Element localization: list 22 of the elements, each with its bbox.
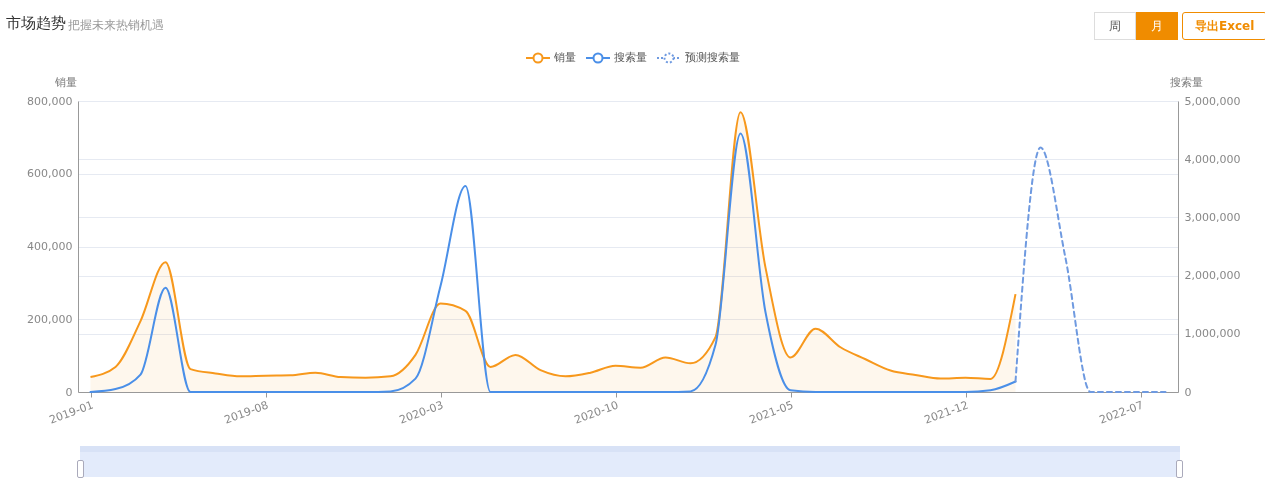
y-tick-label: 800,000: [27, 94, 73, 108]
legend-label: 搜索量: [613, 50, 647, 65]
chart-title: 市场趋势: [6, 14, 66, 33]
text: 周: [1094, 12, 1136, 40]
y2-tick-label: 5,000,000: [1184, 94, 1241, 108]
text: 导出Excel: [1182, 12, 1265, 40]
legend-label: 预测搜索量: [684, 50, 740, 65]
y2-tick-label: 0: [1184, 385, 1192, 399]
y-tick-label: 200,000: [27, 312, 73, 326]
line-series: [1014, 146, 1167, 393]
y-tick-label: 400,000: [27, 240, 73, 253]
text: 月: [1136, 12, 1178, 40]
y2-tick-label: 3,000,000: [1184, 210, 1241, 224]
y2-tick-label: 4,000,000: [1184, 152, 1241, 166]
y2-tick-label: 2,000,000: [1184, 269, 1241, 283]
legend-label: 销量: [553, 50, 576, 65]
chart-subtitle: 把握未来热销机遇: [68, 17, 164, 34]
y2-tick-label: 1,000,000: [1184, 327, 1241, 341]
y2-axis-title: 搜索量: [1169, 75, 1203, 89]
y-axis-title: 销量: [53, 75, 77, 89]
y-tick-label: 600,000: [27, 167, 73, 181]
y-tick-label: 0: [65, 385, 73, 399]
